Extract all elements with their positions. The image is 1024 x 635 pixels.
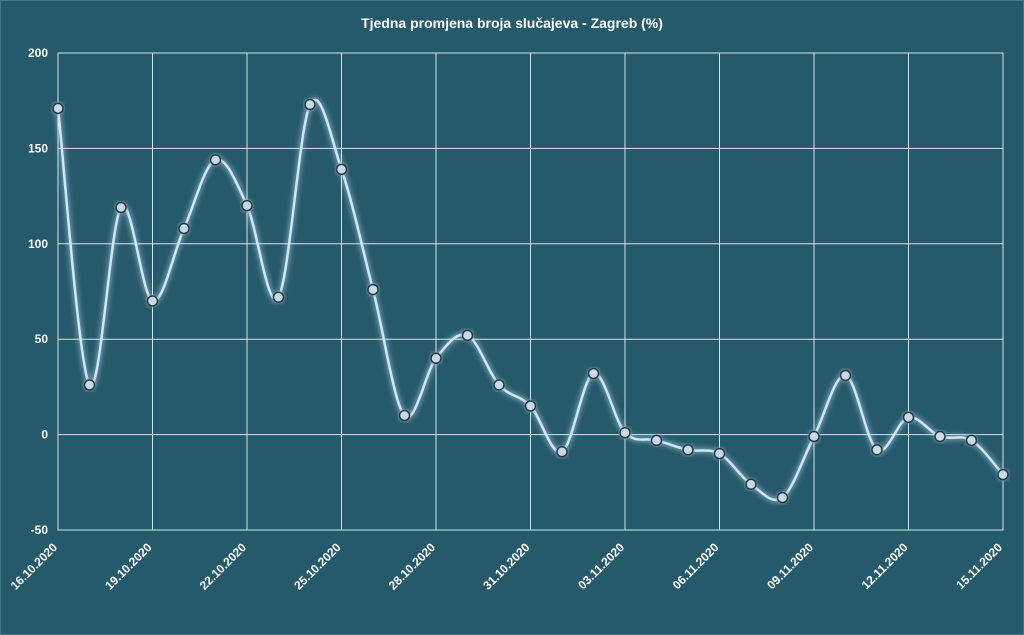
y-tick-label: 100 <box>28 237 48 251</box>
x-axis-ticks: 16.10.2020 19.10.2020 22.10.2020 25.10.2020… <box>8 540 1006 593</box>
data-point <box>146 295 159 307</box>
x-tick-label: 22.10.2020 <box>197 540 250 593</box>
grid <box>57 52 1004 531</box>
y-tick-label: 0 <box>41 428 48 442</box>
data-point <box>997 468 1009 481</box>
data-point <box>524 400 537 412</box>
data-point <box>776 491 789 504</box>
series-markers <box>52 98 1009 504</box>
x-tick-label: 12.11.2020 <box>859 540 911 592</box>
data-point <box>934 430 946 443</box>
data-point <box>115 201 127 214</box>
data-point <box>650 434 663 447</box>
data-point <box>902 411 915 424</box>
x-tick-label: 19.10.2020 <box>102 540 155 593</box>
data-point <box>745 478 757 490</box>
data-point <box>713 447 726 460</box>
data-point <box>871 444 883 456</box>
data-point <box>965 434 978 447</box>
data-point <box>178 222 190 235</box>
data-point <box>241 199 253 212</box>
data-point <box>461 329 474 342</box>
data-point <box>682 444 694 456</box>
data-point <box>493 379 505 391</box>
data-point <box>398 409 411 422</box>
y-tick-label: 200 <box>28 46 48 60</box>
chart-title: Tjedna promjena broja slučajeva - Zagreb… <box>361 15 663 31</box>
data-point <box>619 426 631 439</box>
data-point <box>83 379 96 391</box>
data-point <box>839 369 852 382</box>
x-tick-label: 03.11.2020 <box>575 540 627 592</box>
y-tick-label: -50 <box>31 523 49 537</box>
data-point <box>587 367 600 380</box>
data-point <box>367 283 379 296</box>
data-point <box>272 291 285 303</box>
x-tick-label: 15.11.2020 <box>953 540 1005 592</box>
x-tick-label: 28.10.2020 <box>386 540 439 593</box>
data-point <box>335 163 348 176</box>
x-tick-label: 25.10.2020 <box>291 540 344 593</box>
x-tick-label: 09.11.2020 <box>764 540 816 592</box>
y-tick-label: 50 <box>35 332 49 346</box>
data-point <box>209 154 222 166</box>
x-tick-label: 31.10.2020 <box>480 540 533 593</box>
y-axis-ticks: 200 150 100 50 0 -50 <box>28 46 48 537</box>
x-tick-label: 06.11.2020 <box>670 540 722 592</box>
data-point <box>808 430 820 443</box>
x-tick-label: 16.10.2020 <box>8 540 61 593</box>
data-point <box>52 102 64 115</box>
data-point <box>304 98 316 111</box>
data-point <box>430 352 442 365</box>
y-tick-label: 150 <box>28 141 48 155</box>
data-point <box>556 446 568 458</box>
